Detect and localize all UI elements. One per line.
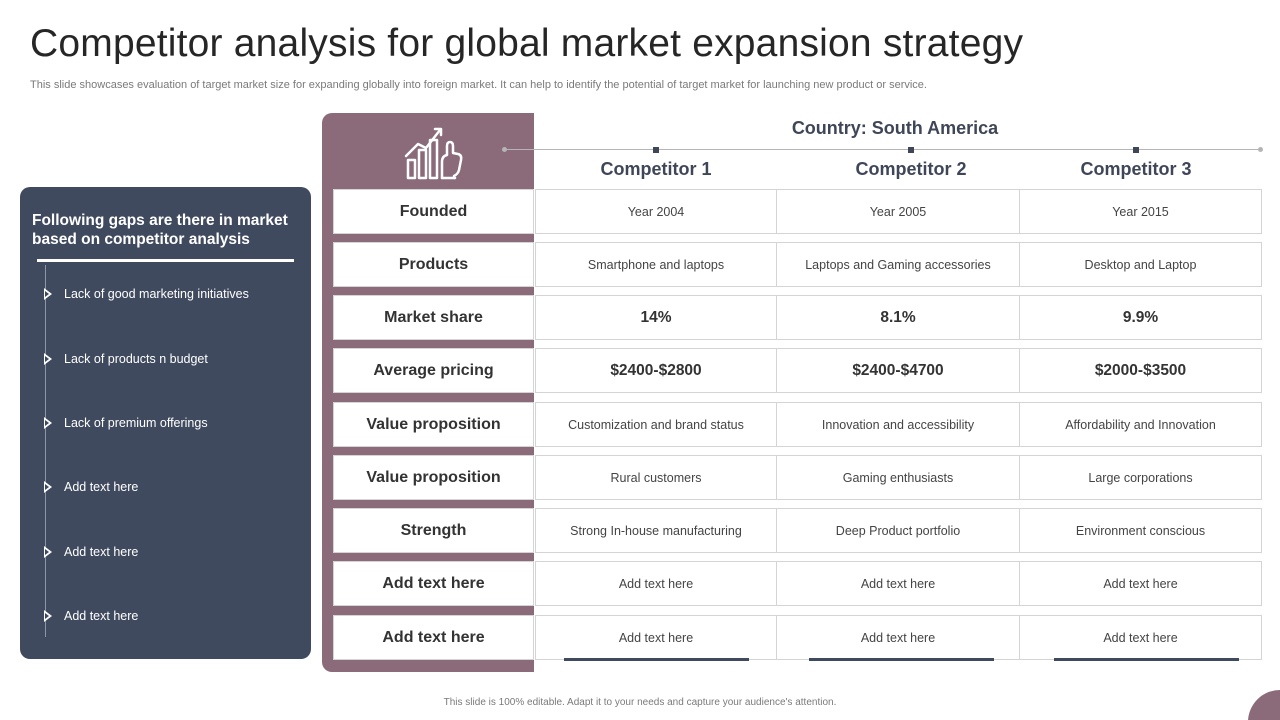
timeline-end-dot xyxy=(1258,147,1263,152)
gaps-divider xyxy=(37,259,294,262)
row-label: Value proposition xyxy=(333,455,534,500)
table-cell: $2400-$2800 xyxy=(535,348,777,393)
row-label: Founded xyxy=(333,189,534,234)
table-cell: Desktop and Laptop xyxy=(1019,242,1262,287)
header-timeline xyxy=(504,149,1260,150)
table-cell: Large corporations xyxy=(1019,455,1262,500)
table-cell: Year 2005 xyxy=(776,189,1020,234)
gap-item: Add text here xyxy=(40,545,300,565)
corner-decoration xyxy=(1248,690,1280,720)
row-label: Products xyxy=(333,242,534,287)
gap-item: Lack of good marketing initiatives xyxy=(40,287,300,307)
competitor-heading: Competitor 2 xyxy=(855,159,967,179)
table-cell: Innovation and accessibility xyxy=(776,402,1020,447)
table-cell: Deep Product portfolio xyxy=(776,508,1020,553)
timeline-marker xyxy=(908,147,914,153)
table-cell: Year 2015 xyxy=(1019,189,1262,234)
competitor-heading: Competitor 3 xyxy=(1080,159,1192,179)
gaps-panel: Following gaps are there in market based… xyxy=(20,187,311,659)
row-label: Value proposition xyxy=(333,402,534,447)
table-cell: $2400-$4700 xyxy=(776,348,1020,393)
row-label: Add text here xyxy=(333,615,534,660)
row-label: Strength xyxy=(333,508,534,553)
table-cell: Gaming enthusiasts xyxy=(776,455,1020,500)
row-label: Market share xyxy=(333,295,534,340)
table-cell: Add text here xyxy=(535,615,777,660)
column-underbar xyxy=(809,658,994,661)
gap-item-text: Add text here xyxy=(64,480,139,494)
table-cell: Year 2004 xyxy=(535,189,777,234)
table-cell: Rural customers xyxy=(535,455,777,500)
table-cell: 8.1% xyxy=(776,295,1020,340)
timeline-end-dot xyxy=(502,147,507,152)
table-cell: Laptops and Gaming accessories xyxy=(776,242,1020,287)
country-heading: Country: South America xyxy=(791,118,999,138)
row-label: Average pricing xyxy=(333,348,534,393)
table-cell: Add text here xyxy=(1019,561,1262,606)
gaps-connector-line xyxy=(45,265,46,637)
timeline-marker xyxy=(1133,147,1139,153)
page-subtitle: This slide showcases evaluation of targe… xyxy=(30,79,927,91)
growth-chart-hand-icon xyxy=(404,127,463,180)
timeline-marker xyxy=(653,147,659,153)
gap-item-text: Lack of premium offerings xyxy=(64,416,208,430)
footer-note: This slide is 100% editable. Adapt it to… xyxy=(443,697,837,708)
gap-item-text: Add text here xyxy=(64,609,139,623)
table-cell: Environment conscious xyxy=(1019,508,1262,553)
table-cell: Affordability and Innovation xyxy=(1019,402,1262,447)
gap-item-text: Add text here xyxy=(64,545,139,559)
table-cell: Customization and brand status xyxy=(535,402,777,447)
table-cell: Add text here xyxy=(1019,615,1262,660)
table-cell: Add text here xyxy=(535,561,777,606)
competitor-heading: Competitor 1 xyxy=(600,159,712,179)
table-cell: Add text here xyxy=(776,615,1020,660)
gap-item: Lack of premium offerings xyxy=(40,416,300,436)
gap-item: Add text here xyxy=(40,480,300,500)
table-cell: Add text here xyxy=(776,561,1020,606)
table-cell: $2000-$3500 xyxy=(1019,348,1262,393)
table-cell: 9.9% xyxy=(1019,295,1262,340)
table-cell: 14% xyxy=(535,295,777,340)
page-title: Competitor analysis for global market ex… xyxy=(30,22,1024,65)
gap-item-text: Lack of products n budget xyxy=(64,352,208,366)
column-underbar xyxy=(564,658,749,661)
table-cell: Smartphone and laptops xyxy=(535,242,777,287)
gap-item: Add text here xyxy=(40,609,300,629)
gap-item: Lack of products n budget xyxy=(40,352,300,372)
table-cell: Strong In-house manufacturing xyxy=(535,508,777,553)
column-underbar xyxy=(1054,658,1239,661)
gaps-heading: Following gaps are there in market based… xyxy=(32,212,288,248)
row-label: Add text here xyxy=(333,561,534,606)
gap-item-text: Lack of good marketing initiatives xyxy=(64,287,249,301)
